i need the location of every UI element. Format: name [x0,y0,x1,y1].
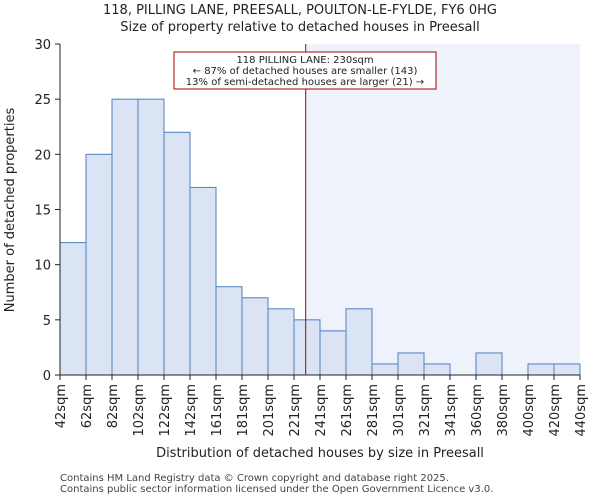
chart-subtitle: Size of property relative to detached ho… [120,20,479,35]
x-tick-label: 400sqm [522,384,537,437]
x-tick-label: 102sqm [132,384,147,437]
x-tick-label: 221sqm [288,384,303,437]
x-axis-label: Distribution of detached houses by size … [156,446,484,461]
bar-360sqm [475,352,503,376]
footer-line-2: Contains public sector information licen… [60,484,494,495]
y-tick-label: 30 [34,38,51,53]
footer-line-1: Contains HM Land Registry data © Crown c… [60,473,449,484]
x-tick-label: 42sqm [54,384,69,428]
annotation-box [173,51,437,90]
bar-42sqm [59,242,87,376]
bar-181sqm [241,297,269,376]
bar-301sqm [397,352,425,376]
x-tick-label: 161sqm [210,384,225,437]
bar-122sqm [163,131,191,376]
bar-241sqm [319,330,347,376]
x-tick-label: 321sqm [418,384,433,437]
x-tick-label: 261sqm [340,384,355,437]
bar-261sqm [345,308,373,376]
bar-420sqm [553,363,581,376]
x-tick-label: 360sqm [470,384,485,437]
x-tick-label: 341sqm [444,384,459,437]
x-tick-label: 82sqm [106,384,121,428]
x-tick-label: 142sqm [184,384,199,437]
chart-title: 118, PILLING LANE, PREESALL, POULTON-LE-… [103,3,497,18]
bar-161sqm [215,286,243,376]
bar-221sqm [293,319,321,376]
x-tick-label: 201sqm [262,384,277,437]
bar-281sqm [371,363,399,376]
x-tick-label: 241sqm [314,384,329,437]
x-tick-label: 301sqm [392,384,407,437]
chart: 118, PILLING LANE, PREESALL, POULTON-LE-… [3,3,589,461]
annotation-line-3: 13% of semi-detached houses are larger (… [186,77,424,88]
x-tick-label: 281sqm [366,384,381,437]
y-tick-label: 5 [43,314,51,329]
x-tick-label: 181sqm [236,384,251,437]
x-tick-label: 380sqm [496,384,511,437]
bar-62sqm [85,153,113,376]
y-tick-label: 10 [34,259,51,274]
bar-142sqm [189,186,217,376]
y-tick-label: 20 [34,148,51,163]
bar-201sqm [267,308,295,376]
y-axis-label: Number of detached properties [3,108,18,313]
annotation-line-2: ← 87% of detached houses are smaller (14… [193,66,418,77]
x-tick-label: 62sqm [80,384,95,428]
annotation-line-1: 118 PILLING LANE: 230sqm [236,55,373,66]
x-tick-label: 440sqm [574,384,589,437]
x-tick-label: 122sqm [158,384,173,437]
x-tick-label: 420sqm [548,384,563,437]
y-tick-label: 0 [43,369,51,384]
bar-321sqm [423,363,451,376]
y-tick-label: 15 [34,204,51,219]
bar-102sqm [137,98,165,376]
plot-area: 0 5 10 15 20 25 30 42sqm 62sqm 82sqm 102sqm 122sqm 1… [34,38,589,437]
bar-82sqm [111,98,139,376]
bar-400sqm [527,363,555,376]
y-tick-label: 25 [34,93,51,108]
